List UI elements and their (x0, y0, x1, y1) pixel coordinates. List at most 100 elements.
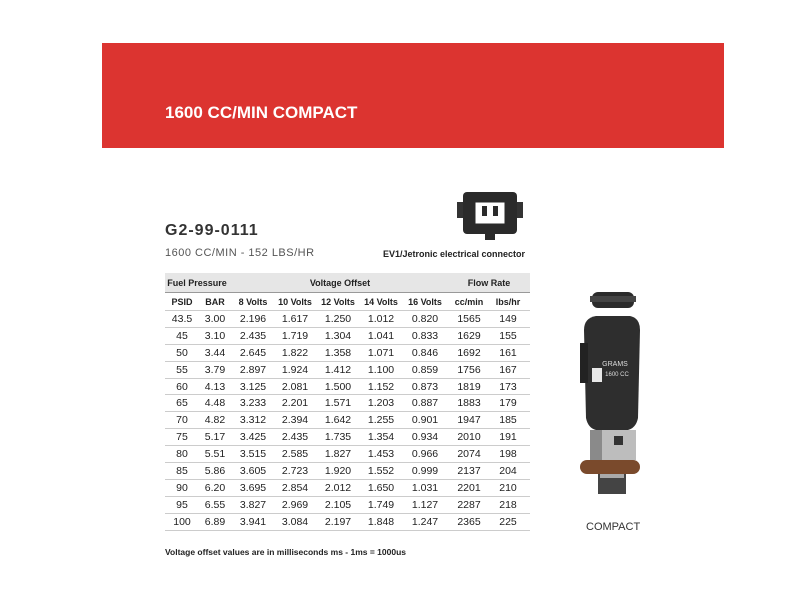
table-cell: 4.48 (204, 397, 226, 410)
table-cell: 1.031 (411, 481, 439, 494)
table-cell: 80 (176, 448, 188, 461)
table-cell: 3.00 (204, 312, 226, 325)
table-row: 50 3.44 2.645 1.822 1.358 1.071 0.846 1692 161 (165, 345, 530, 362)
table-cell: 1.749 (367, 498, 395, 511)
group-header-row: Fuel Pressure Voltage Offset Flow Rate (165, 273, 530, 293)
table-cell: 1.304 (324, 329, 352, 342)
table-cell: 5.86 (204, 465, 226, 478)
connector-label: EV1/Jetronic electrical connector (383, 249, 526, 259)
table-cell: 2010 (457, 431, 481, 444)
table-cell: 2.897 (239, 363, 267, 376)
table-cell: 0.846 (411, 346, 439, 359)
table-cell: 0.833 (411, 329, 439, 342)
table-cell: 1.500 (324, 380, 352, 393)
table-cell: 1.247 (411, 515, 439, 528)
table-row: 80 5.51 3.515 2.585 1.827 1.453 0.966 2074 198 (165, 446, 530, 464)
table-cell: 1.571 (324, 397, 352, 410)
table-cell: 2.969 (281, 498, 309, 511)
table-cell: 167 (499, 363, 517, 376)
table-cell: 1947 (457, 414, 481, 427)
injector-image: GRAMS 1600 CC (580, 292, 640, 494)
table-cell: 1.735 (324, 431, 352, 444)
table-cell: 173 (499, 380, 517, 393)
table-cell: 1565 (457, 312, 481, 325)
group-header: Flow Rate (467, 277, 511, 288)
table-cell: 2.081 (281, 380, 309, 393)
table-cell: 100 (173, 515, 191, 528)
table-cell: 1.012 (367, 312, 395, 325)
table-cell: 198 (499, 448, 517, 461)
table-cell: 2287 (457, 498, 481, 511)
table-cell: 2.645 (239, 346, 267, 359)
table-row: 100 6.89 3.941 3.084 2.197 1.848 1.247 2365 225 (165, 514, 530, 531)
table-cell: 3.233 (239, 397, 267, 410)
column-header: PSID (171, 296, 193, 307)
column-header: lbs/hr (495, 296, 521, 307)
table-cell: 191 (499, 431, 517, 444)
table-cell: 6.55 (204, 498, 226, 511)
table-cell: 1.924 (281, 363, 309, 376)
table-row: 95 6.55 3.827 2.969 2.105 1.749 1.127 2287 218 (165, 497, 530, 514)
table-cell: 2.394 (281, 414, 309, 427)
table-cell: 1.354 (367, 431, 395, 444)
table-cell: 5.17 (204, 431, 226, 444)
column-header: cc/min (454, 296, 484, 307)
table-cell: 1756 (457, 363, 481, 376)
table-cell: 1.250 (324, 312, 352, 325)
table-cell: 6.89 (204, 515, 226, 528)
table-cell: 1819 (457, 380, 481, 393)
footnote: Voltage offset values are in millisecond… (165, 547, 407, 557)
column-header: 10 Volts (278, 296, 312, 307)
table-cell: 1883 (457, 397, 481, 410)
table-cell: 1.920 (324, 465, 352, 478)
table-cell: 3.312 (239, 414, 267, 427)
banner (102, 43, 724, 148)
table-cell: 1.552 (367, 465, 395, 478)
table-cell: 3.425 (239, 431, 267, 444)
table-cell: 6.20 (204, 481, 226, 494)
table-cell: 43.5 (171, 312, 193, 325)
table-cell: 0.934 (411, 431, 439, 444)
table-cell: 60 (176, 380, 188, 393)
table-cell: 0.873 (411, 380, 439, 393)
table-cell: 85 (176, 465, 188, 478)
column-header-row: PSID BAR 8 Volts 10 Volts 12 Volts 14 Volts 16… (165, 293, 530, 311)
table-cell: 3.827 (239, 498, 267, 511)
title: 1600 CC/MIN COMPACT (165, 103, 358, 122)
table-cell: 2.105 (324, 498, 352, 511)
injector-caption: COMPACT (586, 521, 641, 533)
column-header: BAR (205, 296, 225, 307)
table-cell: 210 (499, 481, 517, 494)
table-cell: 2137 (457, 465, 481, 478)
table-cell: 2365 (457, 515, 481, 528)
table-cell: 2.585 (281, 448, 309, 461)
table-cell: 1.041 (367, 329, 395, 342)
injector-rating: 1600 CC (605, 372, 629, 378)
table-cell: 1.412 (324, 363, 352, 376)
table-cell: 4.82 (204, 414, 226, 427)
table-cell: 218 (499, 498, 517, 511)
table-cell: 1.617 (281, 312, 309, 325)
table-cell: 0.820 (411, 312, 439, 325)
table-cell: 45 (176, 329, 188, 342)
table-cell: 3.44 (204, 346, 226, 359)
table-cell: 1.822 (281, 346, 309, 359)
table-row: 75 5.17 3.425 2.435 1.735 1.354 0.934 2010 191 (165, 429, 530, 447)
table-row: 65 4.48 3.233 2.201 1.571 1.203 0.887 1883 179 (165, 396, 530, 413)
table-cell: 1.100 (367, 363, 395, 376)
table-cell: 2.854 (281, 481, 309, 494)
table-cell: 2.197 (324, 515, 352, 528)
subtitle: 1600 CC/MIN - 152 LBS/HR (165, 247, 315, 259)
table-cell: 3.125 (239, 380, 267, 393)
connector-icon (457, 192, 523, 240)
table-cell: 155 (499, 329, 517, 342)
table-cell: 204 (499, 465, 517, 478)
table-cell: 3.695 (239, 481, 267, 494)
table-cell: 2.196 (239, 312, 267, 325)
table-cell: 90 (176, 481, 188, 494)
table-cell: 1.453 (367, 448, 395, 461)
table-cell: 3.515 (239, 448, 267, 461)
table-cell: 1.152 (367, 380, 395, 393)
table-cell: 1.255 (367, 414, 395, 427)
table-cell: 3.941 (239, 515, 267, 528)
